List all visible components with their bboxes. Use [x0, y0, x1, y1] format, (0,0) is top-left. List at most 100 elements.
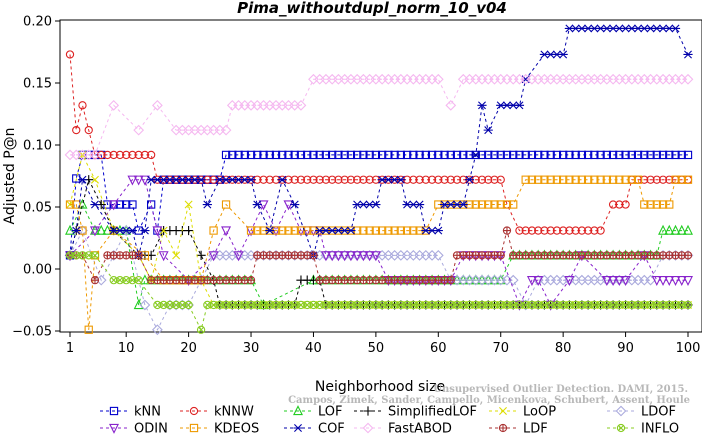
data-point [591, 302, 598, 308]
x-tick-label: 10 [118, 341, 135, 356]
data-point [564, 276, 575, 286]
data-point [340, 150, 349, 160]
legend-item-loop: LoOP [489, 405, 556, 420]
data-point [377, 300, 387, 310]
data-point [683, 300, 693, 310]
data-point [220, 124, 232, 136]
legend-item-lof: LOF [284, 405, 343, 420]
data-point [402, 300, 412, 310]
data-point [209, 300, 218, 310]
data-point [647, 302, 654, 308]
data-point [471, 200, 480, 209]
legend-label: INFLO [641, 422, 679, 434]
data-point [554, 302, 560, 308]
data-point [196, 325, 206, 334]
data-point [179, 302, 186, 308]
data-point [310, 302, 317, 308]
x-tick-label: 30 [243, 341, 260, 356]
data-point [527, 175, 537, 184]
data-point [454, 302, 460, 308]
data-point [134, 150, 143, 160]
data-point [346, 226, 356, 235]
legend-marker [109, 406, 119, 416]
data-point [115, 276, 125, 285]
data-point [235, 302, 242, 308]
data-point [590, 175, 599, 184]
data-point [346, 175, 356, 184]
data-point [129, 277, 136, 284]
data-point [477, 200, 487, 209]
data-point [171, 300, 181, 310]
data-point [484, 200, 493, 209]
data-point [415, 150, 424, 160]
data-point [204, 302, 211, 308]
data-point [315, 300, 324, 310]
data-point [541, 302, 548, 308]
legend-label: kNNW [214, 405, 254, 420]
data-point [246, 175, 256, 184]
data-point [421, 175, 430, 184]
data-point [321, 175, 331, 184]
data-point [152, 324, 163, 336]
legend-marker [293, 424, 303, 432]
data-point [652, 200, 661, 209]
data-point [483, 126, 493, 135]
data-point [84, 150, 93, 160]
data-point [348, 302, 354, 308]
data-point [452, 150, 462, 160]
x-axis-title: Neighborhood size [315, 379, 445, 395]
data-point [365, 175, 374, 184]
data-point [221, 226, 232, 237]
data-point [122, 200, 131, 209]
data-point [67, 252, 73, 259]
data-point [396, 226, 405, 235]
data-point [298, 302, 304, 308]
data-point [571, 150, 580, 160]
data-point [452, 175, 462, 184]
plot-frame [59, 19, 702, 333]
data-point [565, 226, 574, 235]
data-point [658, 300, 668, 310]
data-point [284, 150, 293, 160]
data-point [266, 302, 273, 308]
data-point [484, 300, 493, 310]
data-point [540, 300, 549, 310]
data-point [172, 251, 181, 260]
data-point [658, 200, 668, 209]
data-point [353, 150, 362, 160]
data-point [346, 150, 356, 160]
data-point [65, 200, 75, 209]
data-point [602, 175, 611, 184]
data-point [290, 200, 300, 209]
data-point [358, 251, 369, 262]
x-tick-label: 80 [555, 341, 572, 356]
data-point [565, 300, 574, 310]
data-point [109, 276, 118, 285]
data-point [335, 302, 342, 308]
data-point [90, 251, 100, 260]
data-point [465, 300, 474, 310]
data-point [84, 251, 93, 260]
legend-marker [616, 423, 626, 433]
data-point [664, 276, 675, 286]
series-line [70, 78, 688, 156]
data-point [371, 226, 381, 235]
data-point [152, 99, 163, 111]
data-point [415, 175, 424, 184]
data-point [128, 200, 137, 209]
data-point [364, 251, 375, 262]
data-point [295, 99, 307, 111]
data-point [329, 302, 336, 308]
data-point [527, 300, 537, 310]
data-point [253, 150, 262, 160]
data-point [284, 300, 293, 310]
data-point [664, 224, 675, 235]
data-point [615, 150, 624, 160]
data-point [277, 175, 287, 184]
data-point [178, 300, 187, 310]
data-point [435, 302, 442, 308]
data-point [303, 175, 312, 184]
data-point [434, 300, 443, 310]
data-point [379, 302, 386, 308]
data-point [521, 300, 530, 310]
